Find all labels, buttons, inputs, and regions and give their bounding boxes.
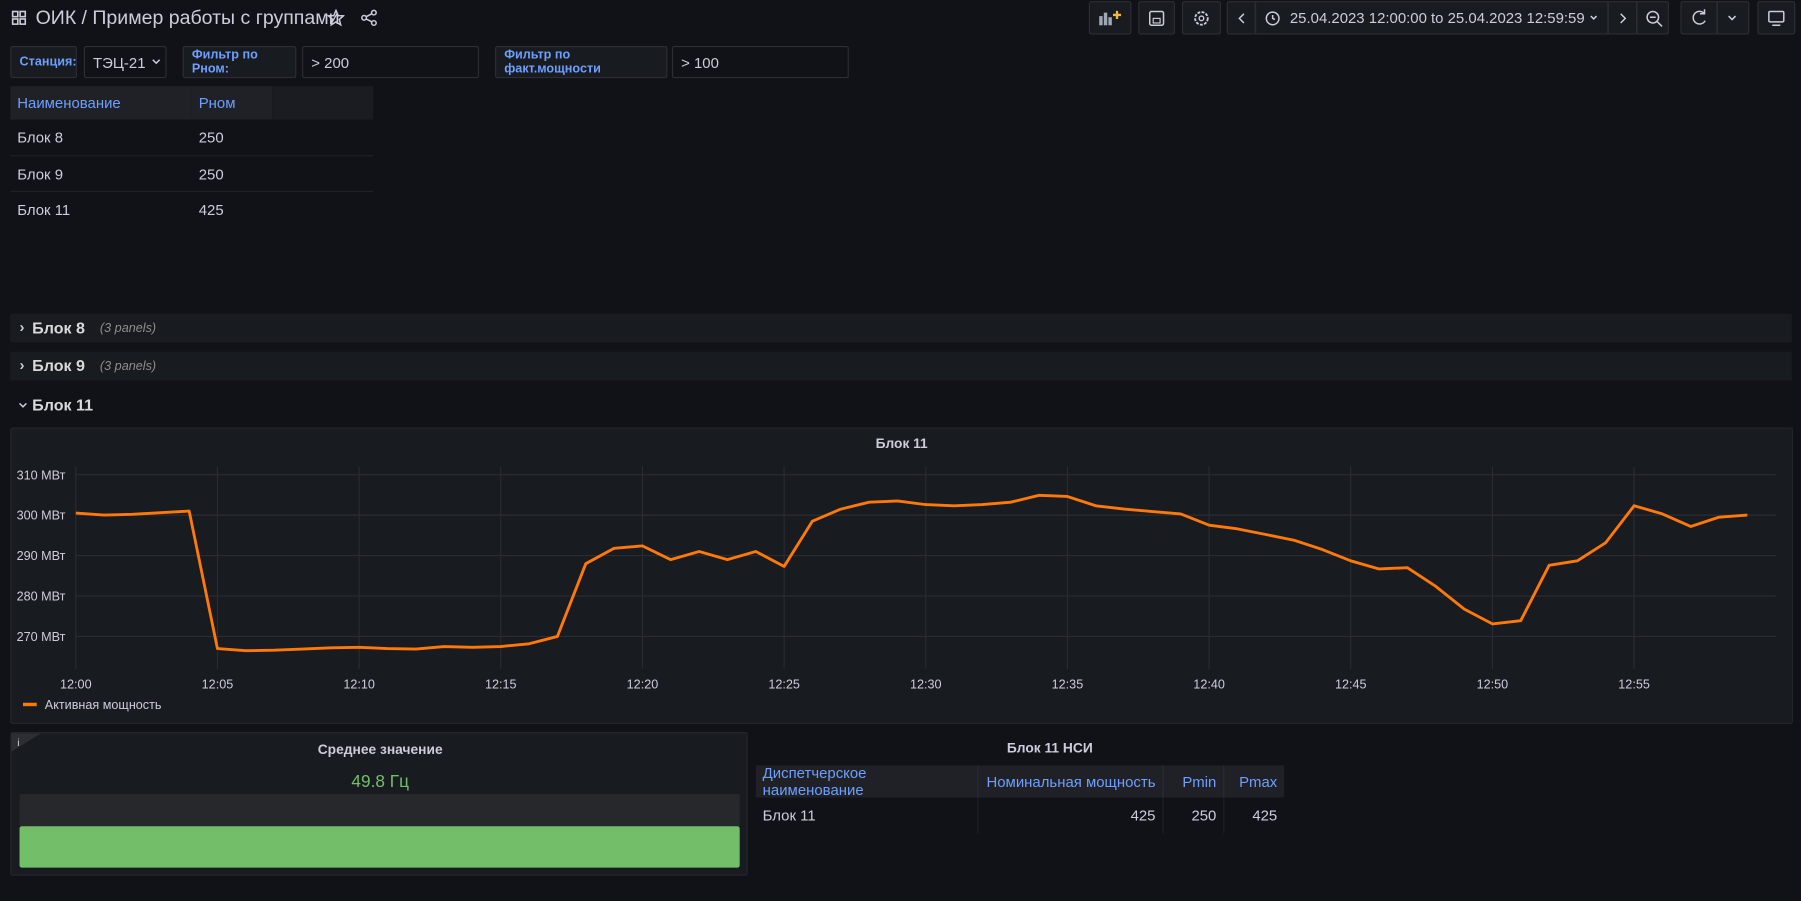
table-cell: 250: [198, 128, 224, 146]
stat-title: Среднее значение: [317, 741, 443, 758]
refresh-icon: [1692, 2, 1737, 34]
table-cell: Блок 8: [17, 128, 64, 146]
chart-panel: [10, 427, 1793, 724]
table-header[interactable]: Рном: [191, 86, 273, 120]
refresh-button[interactable]: [1680, 1, 1750, 35]
x-tick-label: 12:35: [1052, 677, 1084, 691]
table-cell: 425: [1252, 806, 1278, 824]
svg-text:i: i: [17, 738, 19, 749]
time-picker-icons: [1238, 2, 1663, 34]
gauge-fill: [19, 826, 740, 868]
breadcrumb-folder[interactable]: ОИК: [35, 6, 77, 29]
x-tick-label: 12:05: [202, 677, 234, 691]
table-header[interactable]: Диспетчерское наименование: [755, 764, 979, 799]
time-range: 25.04.2023 12:00:00 to 25.04.2023 12:59:…: [1289, 9, 1585, 27]
variable-select[interactable]: ТЭЦ-21: [83, 45, 167, 79]
variable-label: Фильтр по факт.мощности: [495, 45, 668, 79]
y-tick-label: 310 МВт: [17, 468, 66, 482]
row-header[interactable]: › Блок 8 (3 panels): [10, 313, 1792, 343]
row-chevron: ›: [19, 356, 25, 374]
table-cell: Блок 9: [10, 155, 192, 191]
y-tick-label: 290 МВт: [17, 549, 66, 563]
variable-value: ТЭЦ-21: [93, 53, 146, 71]
add-panel-button[interactable]: [1088, 1, 1132, 35]
table-cell: 250: [191, 155, 374, 191]
x-tick-label: 12:45: [1335, 677, 1367, 691]
row-chevron: ›: [19, 318, 25, 336]
row-title: Блок 11: [32, 395, 94, 414]
nsi-title: Блок 11 НСИ: [756, 740, 1344, 756]
table-cell: 425: [191, 190, 374, 227]
row-header[interactable]: Блок 11: [10, 393, 240, 416]
save-icon: [1149, 10, 1165, 27]
legend-label: Активная мощность: [45, 698, 162, 712]
table-panel: Наименование Рном Блок 8 250 Блок 9 250 …: [10, 86, 374, 227]
x-tick-label: 12:00: [60, 677, 92, 691]
nsi-table: Диспетчерское наименование Номинальная м…: [755, 764, 1285, 834]
x-tick-label: 12:10: [343, 677, 375, 691]
row-note: (3 panels): [99, 321, 157, 336]
save-button[interactable]: [1138, 1, 1176, 35]
variable-label: Фильтр по Рном:: [182, 45, 297, 79]
tv-mode-button[interactable]: [1757, 1, 1796, 35]
table-header[interactable]: Pmax: [1224, 765, 1285, 798]
x-tick-label: 12:30: [910, 677, 942, 691]
row-note: (3 panels): [99, 359, 157, 374]
row-header[interactable]: › Блок 9 (3 panels): [10, 351, 1792, 381]
table-cell: Блок 11: [756, 797, 979, 834]
share-icon[interactable]: [361, 9, 378, 27]
stat-panel: i Среднее значение 49.8 Гц: [10, 732, 748, 876]
row-title: Блок 8: [32, 318, 86, 337]
x-tick-label: 12:15: [485, 677, 517, 691]
chevron: [151, 59, 160, 65]
table-cell: Блок 11: [10, 190, 192, 227]
variable-label: Станция:: [10, 45, 77, 79]
star-icon[interactable]: [327, 9, 345, 27]
row-title: Блок 9: [32, 356, 86, 375]
table-header[interactable]: Наименование: [10, 86, 192, 120]
time-picker[interactable]: 25.04.2023 12:00:00 to 25.04.2023 12:59:…: [1226, 1, 1669, 35]
table-header-filler: [272, 86, 374, 120]
x-tick-label: 12:55: [1618, 677, 1650, 691]
table-header[interactable]: Pmin: [1163, 765, 1225, 798]
tv-icon: [1768, 10, 1785, 27]
table-cell: 250: [1164, 797, 1225, 834]
info-corner[interactable]: i: [11, 733, 42, 752]
x-tick-label: 12:25: [768, 677, 800, 691]
dashboard-title: / Пример работы с группами: [81, 6, 340, 29]
chart-title: Блок 11: [876, 436, 928, 451]
variable-input[interactable]: > 200: [302, 45, 479, 79]
row-chevron: [18, 402, 27, 408]
stat-value: 49.8 Гц: [351, 772, 409, 792]
gauge-track: [19, 794, 740, 827]
x-tick-label: 12:40: [1193, 677, 1225, 691]
series-line: [75, 493, 1748, 653]
add-panel-icon: [1099, 10, 1122, 26]
variable-input[interactable]: > 100: [671, 45, 849, 79]
nsi-title-text: Блок 11 НСИ: [1006, 740, 1093, 757]
settings-button[interactable]: [1181, 1, 1221, 35]
y-tick-label: 300 МВт: [17, 509, 66, 523]
apps-icon[interactable]: [11, 10, 27, 25]
x-tick-label: 12:50: [1477, 677, 1509, 691]
y-tick-label: 280 МВт: [17, 590, 66, 604]
settings-icon: [1194, 11, 1209, 26]
table-cell: 425: [979, 797, 1164, 834]
y-tick-label: 270 МВт: [17, 630, 66, 644]
x-tick-label: 12:20: [627, 677, 659, 691]
table-header[interactable]: Номинальная мощность: [978, 765, 1164, 798]
